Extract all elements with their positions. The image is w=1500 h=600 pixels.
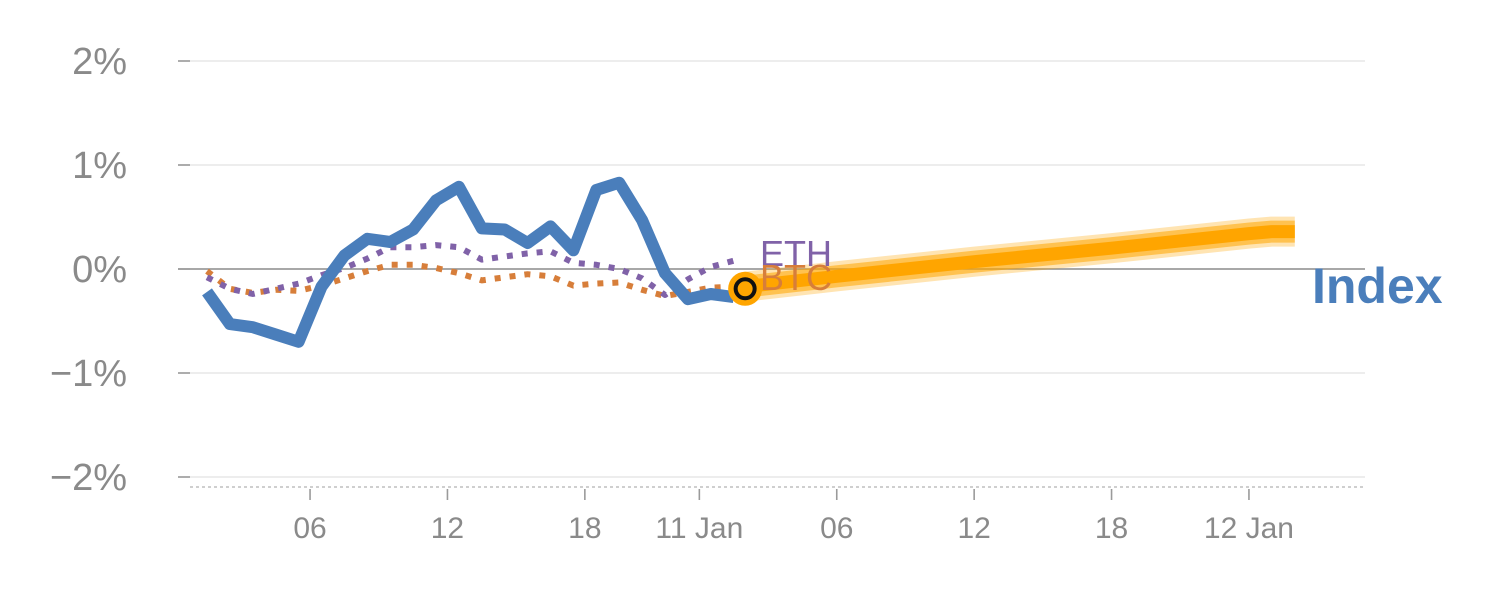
index-series-line xyxy=(202,176,735,348)
x-tick-label: 12 xyxy=(431,512,464,545)
x-tick-label: 06 xyxy=(820,512,853,545)
y-tick-label: −2% xyxy=(50,457,127,499)
eth-series-line xyxy=(205,242,735,298)
y-tick-label: 0% xyxy=(72,249,127,291)
forecast-line xyxy=(744,225,1295,294)
btc-series-label: BTC xyxy=(760,257,832,298)
current-point-marker-ring xyxy=(733,277,757,301)
y-tick-label: 2% xyxy=(72,41,127,83)
btc-series-line xyxy=(205,261,734,299)
x-tick-label: 12 xyxy=(957,512,990,545)
x-tick-label: 11 Jan xyxy=(655,512,743,545)
current-point-marker xyxy=(728,271,763,306)
eth-series-label: ETH xyxy=(760,233,832,274)
x-tick-label: 12 Jan xyxy=(1204,512,1294,545)
axis-layer: 2% 1% 0% −1% −2% 06 12 18 11 Jan 06 12 18 12 Jan xyxy=(50,41,1365,545)
series-layer xyxy=(202,176,1295,348)
x-tick-label: 06 xyxy=(293,512,326,545)
y-tick-label: −1% xyxy=(50,353,127,395)
index-series-label: Index xyxy=(1312,258,1443,314)
y-tick-label: 1% xyxy=(72,145,127,187)
x-tick-label: 18 xyxy=(568,512,601,545)
grid-layer xyxy=(178,60,1365,478)
x-tick-label: 18 xyxy=(1095,512,1128,545)
